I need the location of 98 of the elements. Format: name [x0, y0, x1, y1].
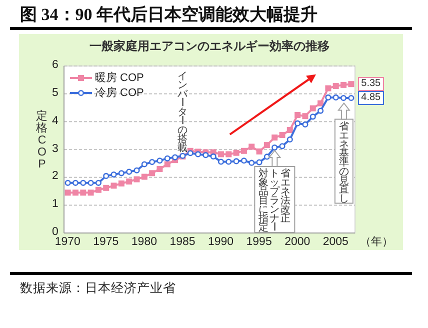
point: [149, 170, 156, 176]
point: [286, 127, 293, 134]
point: [294, 112, 301, 118]
point: [141, 174, 148, 180]
x-tick-label: 2000: [284, 236, 310, 248]
point: [264, 154, 270, 160]
point: [88, 190, 94, 196]
source-note: 数据来源：日本经济产业省: [20, 281, 176, 295]
point: [279, 132, 286, 138]
point: [332, 83, 339, 90]
point: [310, 105, 316, 112]
y-tick-label: 5: [52, 86, 58, 100]
point: [202, 152, 209, 158]
point: [302, 113, 308, 120]
annotation: 省エネ法改正: [280, 168, 291, 225]
point: [187, 150, 194, 156]
point: [264, 142, 270, 148]
x-tick-label: 1975: [93, 236, 119, 248]
point: [318, 100, 324, 106]
x-tick-label: 1980: [131, 236, 157, 248]
point: [141, 161, 148, 168]
point: [348, 81, 354, 88]
legend-label: 冷房 COP: [95, 86, 144, 98]
point: [164, 155, 170, 162]
point: [95, 180, 102, 186]
y-tick-label: 2: [52, 170, 58, 183]
point: [240, 158, 248, 164]
point: [286, 136, 293, 143]
point: [248, 160, 255, 166]
point: [88, 180, 94, 186]
point: [134, 176, 140, 182]
point: [194, 151, 202, 158]
x-tick-label: 1995: [246, 236, 272, 248]
point: [256, 148, 262, 154]
point: [80, 180, 86, 186]
y-tick-label: 6: [52, 59, 58, 72]
data-label: 5.35: [358, 77, 384, 92]
point: [226, 151, 232, 158]
x-tick-label: 2005: [322, 236, 348, 248]
point: [103, 172, 110, 179]
point: [325, 85, 332, 92]
point: [332, 94, 339, 100]
point: [210, 153, 216, 160]
point: [218, 158, 224, 165]
point: [317, 108, 324, 114]
point: [226, 158, 232, 165]
data-label: 4.85: [358, 91, 384, 105]
point: [325, 94, 332, 100]
annotation: インバーターの搭載: [176, 70, 188, 154]
point: [156, 166, 163, 172]
point: [110, 182, 117, 189]
point: [310, 114, 316, 120]
chart-subtitle: 一般家庭用エアコンのエネルギー効率の推移: [90, 39, 330, 53]
annotation: 省エネ基準の見直し: [338, 121, 349, 204]
point: [340, 94, 347, 102]
y-tick-label: 3: [52, 142, 58, 155]
point: [72, 190, 78, 196]
point: [149, 158, 156, 166]
point: [118, 180, 124, 186]
point: [233, 158, 240, 164]
annotation: 対象品目に指定: [258, 168, 269, 234]
point: [218, 151, 224, 158]
point: [240, 148, 247, 154]
point: [156, 158, 163, 164]
point: [272, 144, 278, 151]
point: [64, 180, 71, 186]
point: [72, 180, 79, 186]
y-tick-label: 0: [52, 226, 58, 238]
point: [256, 159, 262, 166]
point: [248, 144, 255, 150]
point: [348, 94, 354, 102]
y-tick-label: 1: [52, 198, 58, 211]
x-tick-label: 1985: [170, 236, 196, 248]
chart-title: 图 34：90 年代后日本空调能效大幅提升: [20, 5, 318, 24]
y-tick-label: 4: [52, 114, 58, 128]
point: [126, 178, 132, 185]
point: [80, 190, 86, 196]
point: [340, 82, 347, 88]
legend-label: 暖房 COP: [95, 72, 144, 84]
point: [134, 167, 140, 174]
point: [64, 190, 71, 196]
point: [95, 186, 102, 193]
x-tick-label: 1970: [54, 236, 80, 248]
point: [302, 121, 308, 128]
point: [294, 120, 301, 126]
point: [172, 154, 178, 160]
point: [279, 143, 286, 150]
point: [126, 168, 132, 175]
point: [103, 184, 110, 191]
point: [233, 150, 240, 156]
x-tick-label: 1990: [208, 236, 234, 248]
point: [118, 170, 124, 176]
point: [110, 172, 117, 178]
point: [272, 134, 278, 141]
point: [164, 161, 170, 168]
annotation: トップランナー: [268, 168, 280, 232]
y-axis-title: 定格COP: [36, 110, 48, 170]
x-axis-title: （年）: [360, 236, 393, 248]
